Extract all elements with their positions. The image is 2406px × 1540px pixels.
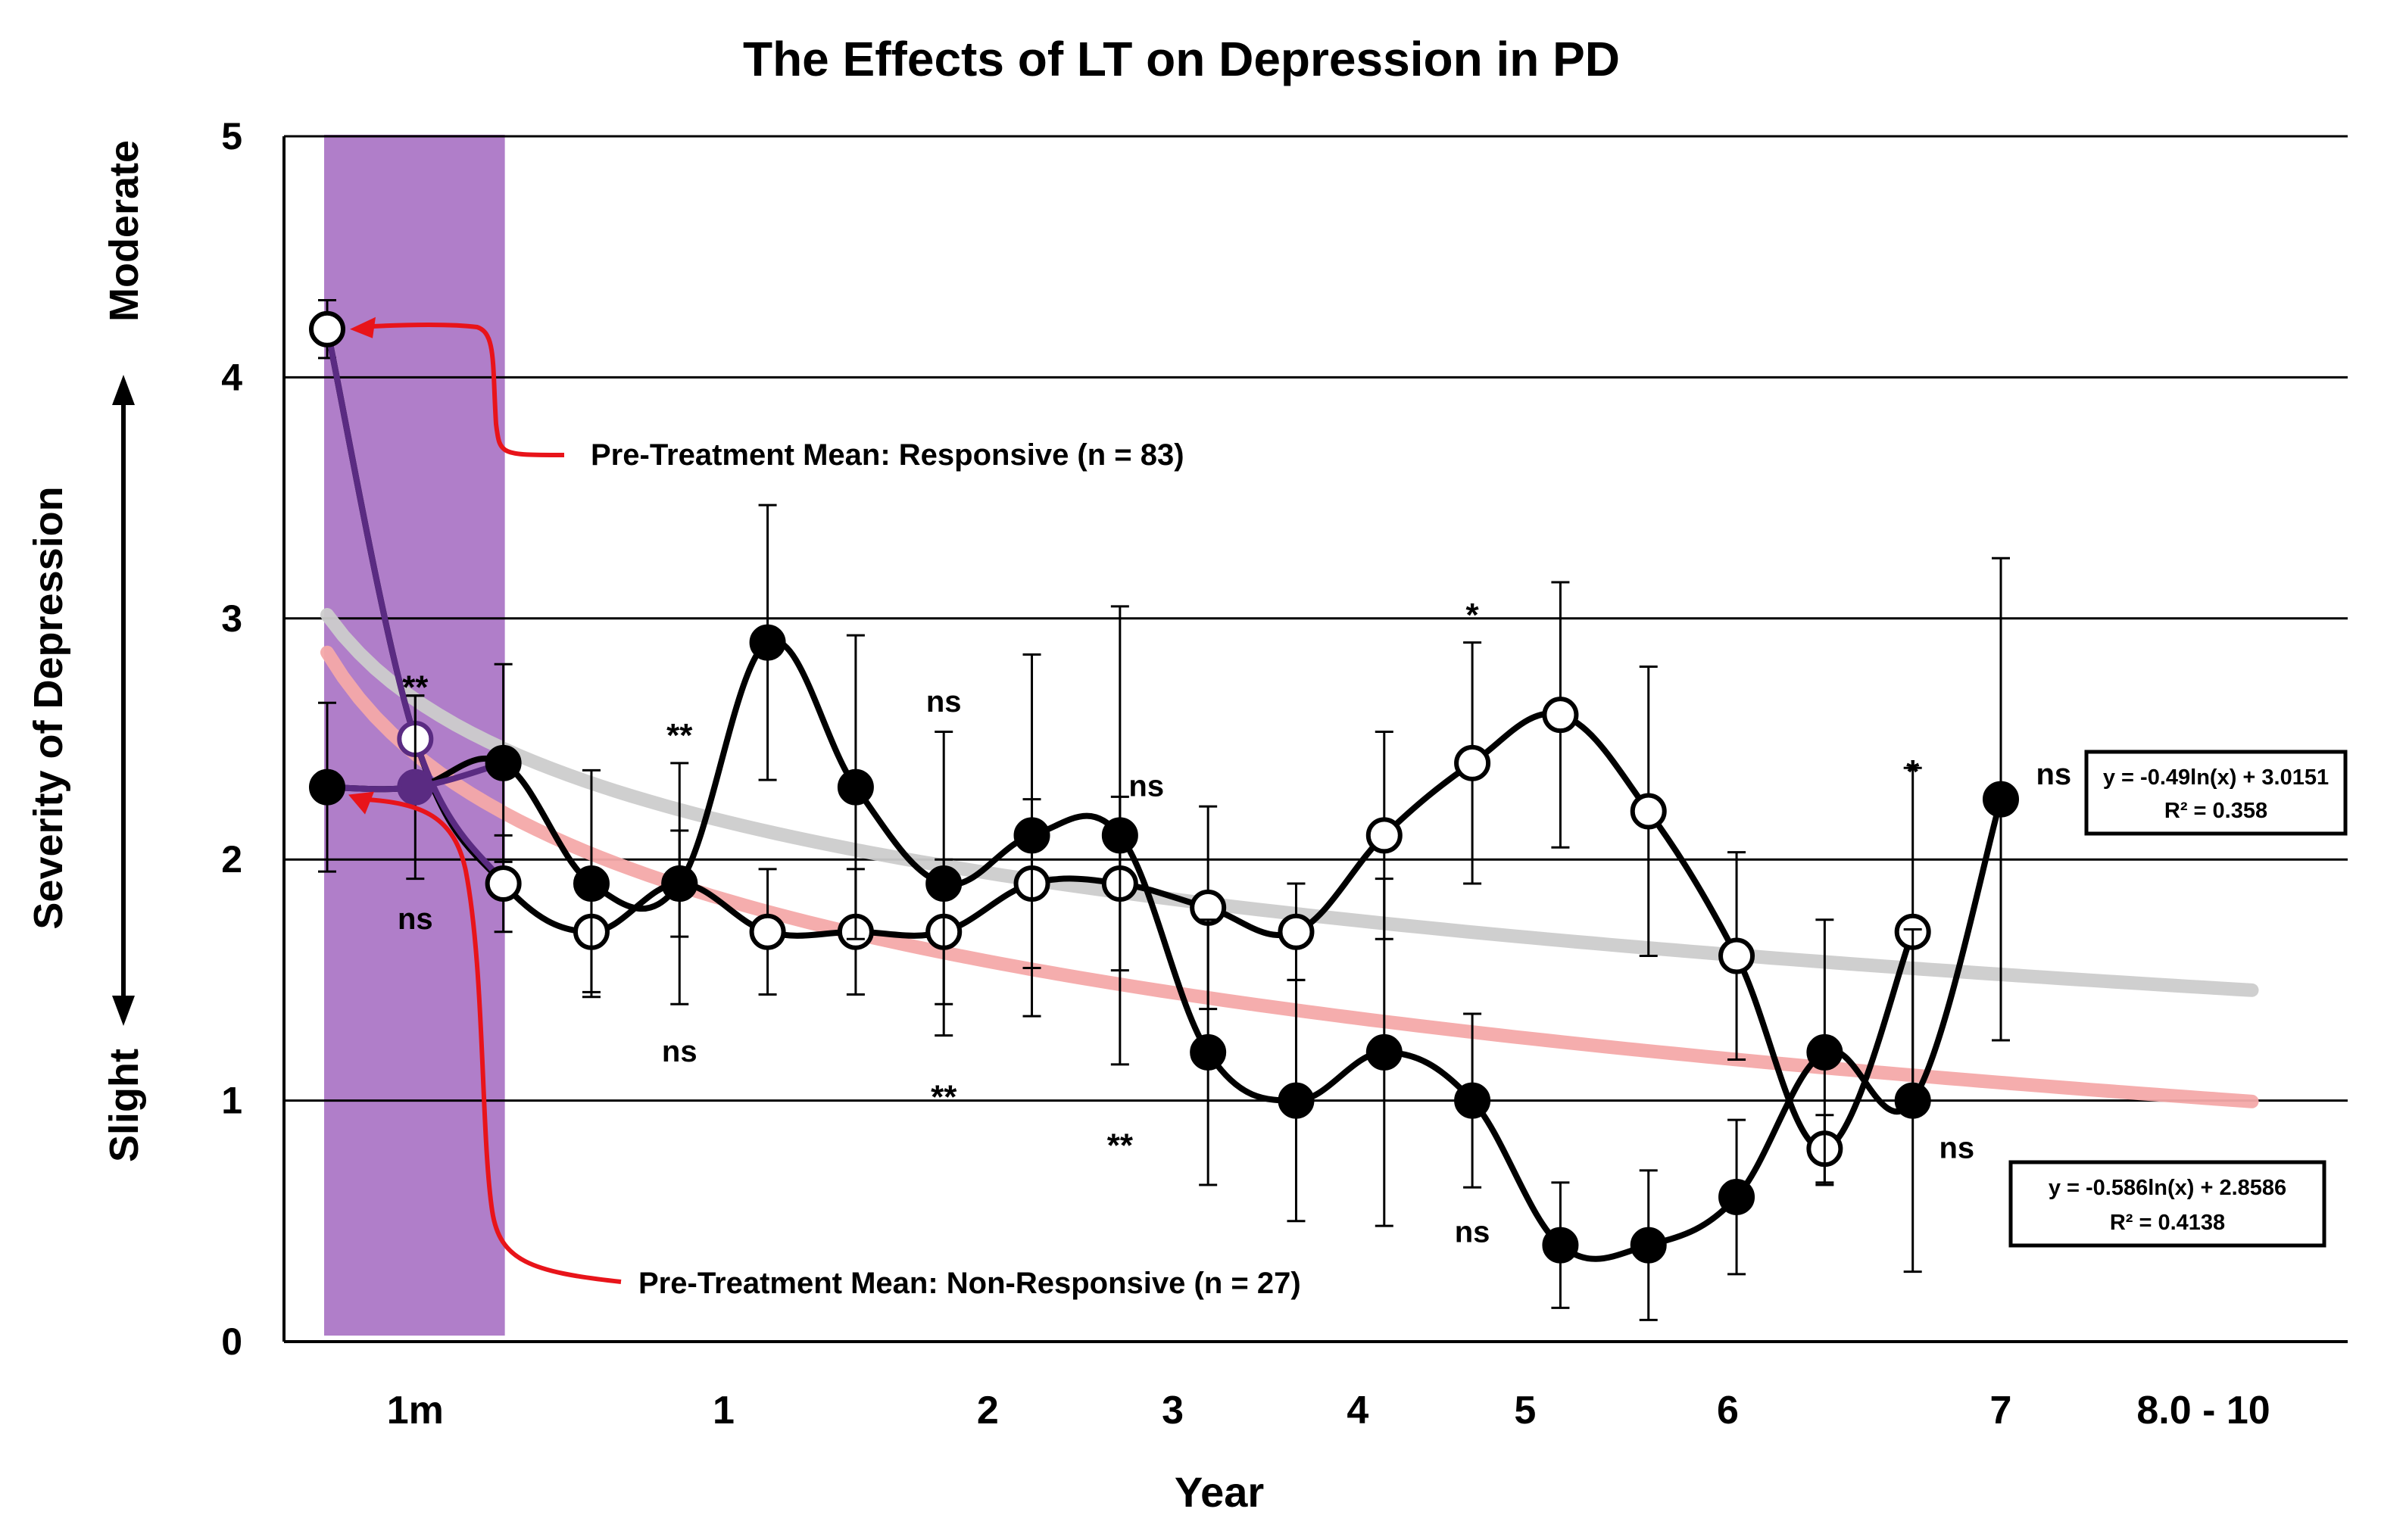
x-tick-label: 8.0 - 10: [2136, 1389, 2270, 1432]
trendline-equation-responsive: y = -0.49ln(x) + 3.0151: [2103, 765, 2329, 790]
data-point: [1013, 817, 1050, 854]
significance-label: ns: [1455, 1216, 1490, 1249]
data-point: [1630, 1227, 1667, 1264]
data-point: [309, 310, 345, 348]
trendline-box-responsive: y = -0.49ln(x) + 3.0151 R² = 0.358: [2084, 750, 2348, 836]
gridlines: [284, 135, 2348, 1102]
data-series: [309, 299, 2019, 1321]
significance-label: ns: [2036, 758, 2071, 791]
data-point: [1101, 817, 1138, 854]
significance-label: **: [402, 669, 429, 706]
y-axis-label-group: Severity of Depression Moderate Slight: [26, 140, 147, 1162]
x-axis-label: Year: [1175, 1468, 1264, 1516]
data-point: [1718, 1178, 1755, 1215]
series-non-responsive: [309, 503, 2019, 1321]
trendline-responsive: [320, 608, 2259, 997]
data-point: [1278, 913, 1315, 950]
significance-label: *: [1466, 597, 1480, 634]
y-tick-label: 5: [221, 115, 242, 157]
x-tick-label: 1: [713, 1389, 735, 1432]
significance-label: ns: [398, 902, 433, 936]
x-tick-label: 2: [977, 1389, 999, 1432]
y-tick-label: 3: [221, 597, 242, 640]
annotations: Pre-Treatment Mean: Responsive (n = 83) P…: [348, 316, 1301, 1300]
trendline-equation-non-responsive: y = -0.586ln(x) + 2.8586: [2049, 1176, 2286, 1200]
significance-label: **: [666, 717, 693, 754]
annotation-non-responsive: Pre-Treatment Mean: Non-Responsive (n = …: [348, 791, 1301, 1300]
y-tick-labels: 0 1 2 3 4 5: [221, 115, 242, 1363]
y-axis-label-high: Moderate: [101, 140, 147, 322]
chart-title: The Effects of LT on Depression in PD: [743, 32, 1620, 86]
data-point: [1365, 817, 1403, 854]
trendline-r2-responsive: R² = 0.358: [2164, 799, 2267, 823]
data-point: [1190, 1033, 1227, 1071]
y-axis-label-low: Slight: [101, 1049, 147, 1162]
series-line: [326, 638, 2004, 1262]
y-tick-label: 0: [221, 1320, 242, 1363]
significance-label: **: [1107, 1127, 1134, 1164]
annotation-responsive: Pre-Treatment Mean: Responsive (n = 83): [350, 316, 1184, 472]
trendlines: [320, 608, 2259, 1108]
x-tick-label: 6: [1717, 1389, 1739, 1432]
x-tick-label: 4: [1347, 1389, 1368, 1432]
axes: [282, 136, 2348, 1343]
y-axis-label: Severity of Depression: [26, 486, 71, 929]
data-point: [1718, 937, 1755, 974]
data-point: [485, 744, 522, 781]
arrow-head-icon: [348, 791, 374, 815]
data-point: [485, 865, 522, 902]
x-tick-labels: 1m 1 2 3 4 5 6 7 8.0 - 10: [387, 1389, 2270, 1432]
series-line-band-segment: [324, 328, 507, 886]
significance-label: ns: [926, 685, 962, 719]
data-point: [1983, 781, 2019, 818]
significance-label: **: [931, 1079, 957, 1116]
trendline-box-non-responsive: y = -0.586ln(x) + 2.8586 R² = 0.4138: [2008, 1160, 2326, 1248]
y-tick-label: 4: [221, 356, 242, 398]
data-point: [749, 624, 786, 661]
data-point: [837, 768, 874, 806]
significance-label: ns: [1939, 1131, 1974, 1164]
data-point: [1894, 1082, 1931, 1119]
annotation-arrow: [361, 796, 622, 1284]
data-point: [1454, 1082, 1491, 1119]
significance-label: *: [1906, 753, 1920, 790]
x-tick-label: 3: [1162, 1389, 1184, 1432]
significance-label: ns: [1128, 770, 1164, 803]
x-tick-label: 5: [1514, 1389, 1536, 1432]
data-point: [1542, 697, 1579, 734]
y-tick-label: 2: [221, 838, 242, 881]
data-point: [1630, 793, 1667, 830]
data-point: [1806, 1033, 1843, 1071]
arrow-head-icon: [350, 316, 376, 338]
data-point: [1365, 1033, 1403, 1071]
data-point: [397, 768, 434, 806]
significance-label: ns: [662, 1035, 697, 1068]
series-line: [324, 328, 1916, 1152]
data-point: [749, 913, 786, 950]
data-point: [661, 865, 698, 902]
data-point: [309, 768, 345, 806]
annotation-text: Pre-Treatment Mean: Non-Responsive (n = …: [638, 1267, 1301, 1300]
data-point: [1454, 744, 1491, 781]
data-point: [573, 865, 610, 902]
trendline-r2-non-responsive: R² = 0.4138: [2110, 1211, 2225, 1235]
x-tick-label: 7: [1990, 1389, 2012, 1432]
y-tick-label: 1: [221, 1080, 242, 1122]
trendline-non-responsive: [320, 645, 2259, 1108]
data-point: [1542, 1227, 1579, 1264]
annotation-text: Pre-Treatment Mean: Responsive (n = 83): [591, 438, 1184, 472]
x-tick-label: 1m: [387, 1389, 444, 1432]
annotation-arrow: [364, 322, 565, 457]
double-arrow-icon: [112, 375, 135, 1026]
data-point: [1278, 1082, 1315, 1119]
data-point: [925, 865, 963, 902]
